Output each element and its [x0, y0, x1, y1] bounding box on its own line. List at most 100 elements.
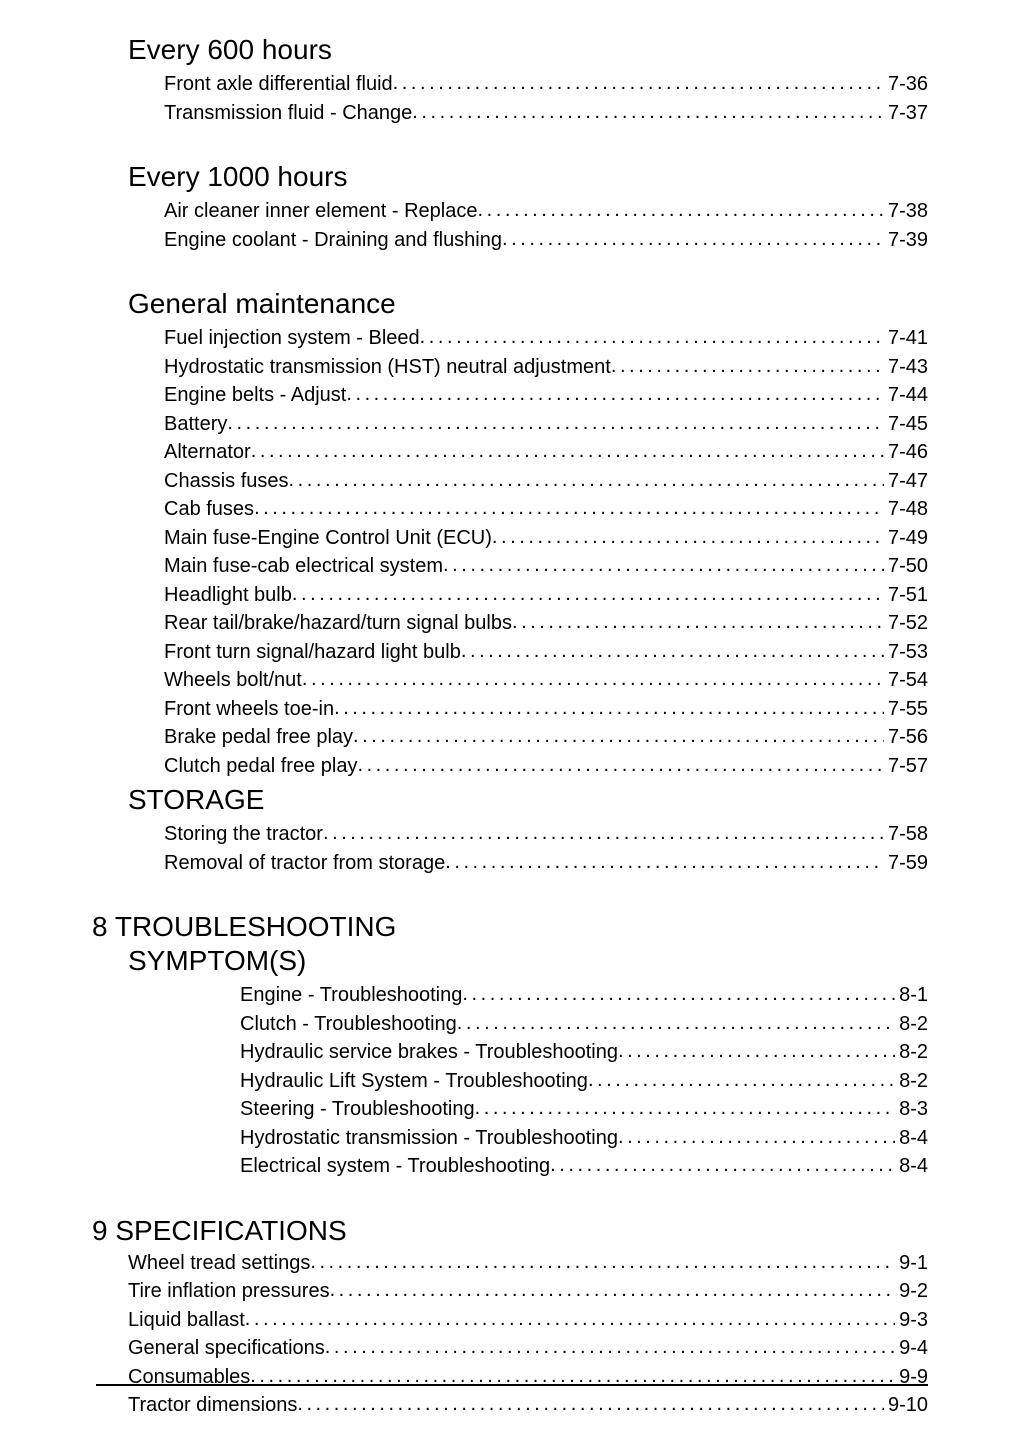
section-heading: General maintenance	[128, 288, 928, 320]
toc-page-number: 7-44	[884, 382, 928, 410]
toc-page: Every 600 hoursFront axle differential f…	[0, 0, 1024, 1450]
toc-line: Steering - Troubleshooting 8-3	[128, 1095, 928, 1124]
toc-line: Wheel tread settings 9-1	[92, 1249, 928, 1278]
section-heading: STORAGE	[128, 784, 928, 816]
toc-label: Battery	[164, 411, 227, 439]
toc-label: Fuel injection system - Bleed	[164, 325, 420, 353]
toc-label: Hydraulic service brakes - Troubleshooti…	[240, 1039, 618, 1067]
toc-dots	[227, 410, 884, 430]
toc-line: Front turn signal/hazard light bulb 7-53	[128, 638, 928, 667]
toc-page-number: 7-48	[884, 496, 928, 524]
toc-section: General maintenance Fuel injection system…	[128, 288, 928, 780]
toc-label: Tire inflation pressures	[128, 1278, 330, 1306]
toc-dots	[478, 197, 884, 217]
toc-line: Fuel injection system - Bleed 7-41	[128, 324, 928, 353]
toc-line: Battery 7-45	[128, 410, 928, 439]
toc-line: Engine coolant - Draining and flushing 7…	[128, 226, 928, 255]
toc-line: Engine belts - Adjust 7-44	[128, 381, 928, 410]
toc-dots	[353, 723, 884, 743]
toc-dots	[330, 1277, 896, 1297]
section-heading: Every 1000 hours	[128, 161, 928, 193]
toc-line: Hydraulic service brakes - Troubleshooti…	[128, 1038, 928, 1067]
toc-line: Headlight bulb 7-51	[128, 581, 928, 610]
toc-line: Electrical system - Troubleshooting 8-4	[128, 1152, 928, 1181]
toc-page-number: 8-1	[895, 982, 928, 1010]
toc-dots	[550, 1152, 895, 1172]
toc-dots	[457, 1010, 895, 1030]
toc-page-number: 8-4	[895, 1153, 928, 1181]
toc-dots	[289, 467, 884, 487]
toc-page-number: 7-55	[884, 696, 928, 724]
toc-label: Consumables	[128, 1364, 250, 1392]
toc-label: Steering - Troubleshooting	[240, 1096, 475, 1124]
toc-dots	[502, 226, 884, 246]
toc-dots	[251, 438, 884, 458]
toc-section: STORAGEStoring the tractor 7-58Removal o…	[128, 784, 928, 877]
toc-dots	[475, 1095, 896, 1115]
toc-section: Every 600 hoursFront axle differential f…	[128, 34, 928, 127]
toc-page-number: 7-39	[884, 227, 928, 255]
toc-line: Rear tail/brake/hazard/turn signal bulbs…	[128, 609, 928, 638]
toc-page-number: 7-54	[884, 667, 928, 695]
toc-line: Main fuse-Engine Control Unit (ECU) 7-49	[128, 524, 928, 553]
toc-dots	[420, 324, 884, 344]
toc-dots	[245, 1306, 895, 1326]
toc-line: Consumables 9-9	[92, 1363, 928, 1392]
toc-dots	[346, 381, 884, 401]
toc-dots	[512, 609, 884, 629]
toc-label: Hydraulic Lift System - Troubleshooting	[240, 1068, 588, 1096]
toc-label: Main fuse-Engine Control Unit (ECU)	[164, 525, 492, 553]
toc-dots	[292, 581, 884, 601]
toc-dots	[393, 70, 884, 90]
toc-page-number: 7-45	[884, 411, 928, 439]
toc-label: Front wheels toe-in	[164, 696, 334, 724]
toc-line: Clutch - Troubleshooting 8-2	[128, 1010, 928, 1039]
symptom-block: SYMPTOM(S) Engine - Troubleshooting 8-1C…	[92, 945, 928, 1181]
toc-label: Electrical system - Troubleshooting	[240, 1153, 550, 1181]
toc-dots	[461, 638, 884, 658]
toc-dots	[250, 1363, 895, 1383]
toc-label: Alternator	[164, 439, 251, 467]
toc-page-number: 7-47	[884, 468, 928, 496]
toc-label: Front turn signal/hazard light bulb	[164, 639, 461, 667]
toc-dots	[412, 99, 884, 119]
toc-dots	[325, 1334, 895, 1354]
toc-section: Every 1000 hours Air cleaner inner elemen…	[128, 161, 928, 254]
toc-dots	[462, 981, 895, 1001]
toc-page-number: 9-1	[895, 1250, 928, 1278]
toc-page-number: 9-3	[895, 1307, 928, 1335]
toc-page-number: 7-37	[884, 100, 928, 128]
toc-label: General specifications	[128, 1335, 325, 1363]
toc-label: Clutch - Troubleshooting	[240, 1011, 457, 1039]
toc-dots	[302, 666, 884, 686]
toc-line: Hydraulic Lift System - Troubleshooting …	[128, 1067, 928, 1096]
toc-page-number: 8-3	[895, 1096, 928, 1124]
toc-dots	[618, 1124, 895, 1144]
toc-line: Cab fuses 7-48	[128, 495, 928, 524]
toc-line: Engine - Troubleshooting 8-1	[128, 981, 928, 1010]
toc-label: Transmission fluid - Change	[164, 100, 412, 128]
toc-dots	[588, 1067, 895, 1087]
spacer	[128, 1181, 928, 1215]
toc-page-number: 8-4	[895, 1125, 928, 1153]
toc-line: Liquid ballast 9-3	[92, 1306, 928, 1335]
toc-page-number: 7-41	[884, 325, 928, 353]
toc-label: Tractor dimensions	[128, 1392, 297, 1420]
toc-dots	[443, 552, 884, 572]
toc-page-number: 7-52	[884, 610, 928, 638]
toc-label: Front axle differential fluid	[164, 71, 393, 99]
toc-line: Wheels bolt/nut 7-54	[128, 666, 928, 695]
toc-label: Engine - Troubleshooting	[240, 982, 462, 1010]
toc-page-number: 7-50	[884, 553, 928, 581]
toc-line: Hydrostatic transmission - Troubleshooti…	[128, 1124, 928, 1153]
toc-dots	[334, 695, 884, 715]
toc-page-number: 9-9	[895, 1364, 928, 1392]
toc-line: Storing the tractor 7-58	[128, 820, 928, 849]
toc-page-number: 7-56	[884, 724, 928, 752]
toc-label: Air cleaner inner element - Replace	[164, 198, 478, 226]
toc-label: Hydrostatic transmission - Troubleshooti…	[240, 1125, 618, 1153]
toc-page-number: 9-10	[884, 1392, 928, 1420]
toc-label: Storing the tractor	[164, 821, 323, 849]
toc-page-number: 7-36	[884, 71, 928, 99]
toc-label: Liquid ballast	[128, 1307, 245, 1335]
